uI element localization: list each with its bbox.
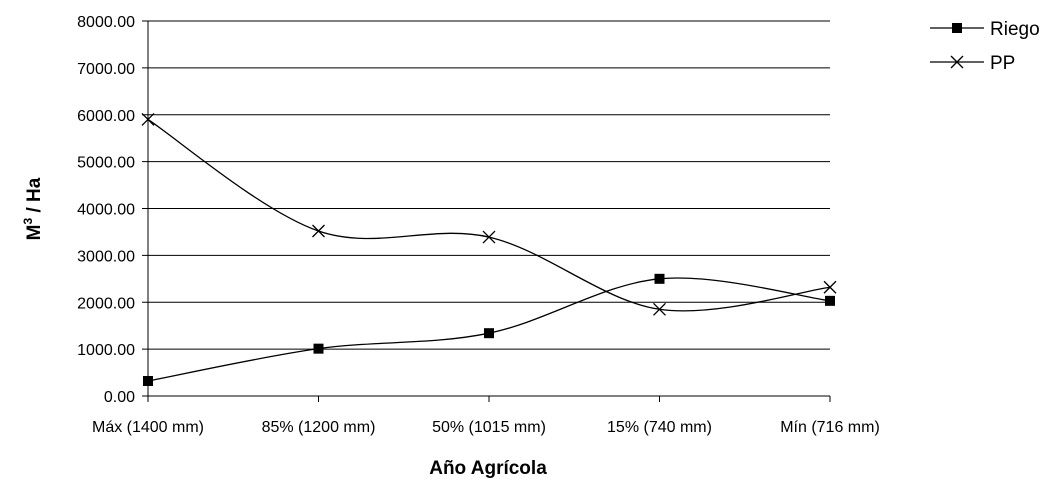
x-tick-label: 85% (1200 mm) bbox=[262, 419, 376, 436]
data-point-riego bbox=[825, 295, 835, 306]
y-tick-label: 4000.00 bbox=[77, 202, 135, 219]
y-axis-title-rest: / Ha bbox=[24, 177, 45, 218]
x-axis-title: Año Agrícola bbox=[429, 458, 547, 479]
y-tick-label: 7000.00 bbox=[77, 61, 135, 78]
data-point-pp bbox=[312, 224, 325, 238]
data-point-riego bbox=[313, 343, 324, 354]
marker-stroke bbox=[141, 112, 155, 126]
legend-item-riego: Riego bbox=[930, 19, 1040, 40]
series-lines bbox=[147, 118, 831, 382]
y-tick-label: 5000.00 bbox=[77, 155, 135, 172]
legend-item-pp: PP bbox=[930, 53, 1015, 74]
legend: Riego PP bbox=[930, 19, 1040, 74]
legend-label: PP bbox=[990, 53, 1015, 74]
data-point-pp bbox=[141, 112, 155, 126]
data-point-riego bbox=[654, 273, 665, 284]
legend-marker bbox=[952, 23, 962, 33]
y-tick-label: 1000.00 bbox=[77, 342, 135, 359]
x-tick-label: 15% (740 mm) bbox=[607, 419, 712, 436]
marker-stroke bbox=[653, 302, 666, 316]
y-tick-label: 3000.00 bbox=[77, 248, 135, 265]
data-point-pp bbox=[823, 280, 837, 294]
y-tick-label: 0.00 bbox=[104, 389, 135, 406]
marker-stroke bbox=[823, 280, 837, 294]
x-tick-label: Máx (1400 mm) bbox=[92, 419, 204, 436]
y-tick-label: 8000.00 bbox=[77, 14, 135, 31]
y-axis-ticks: 0.00 1000.00 2000.00 3000.00 4000.00 5000.00 6… bbox=[77, 14, 148, 406]
y-axis-title-superscript: 3 bbox=[21, 217, 35, 224]
y-axis-title-main: M bbox=[24, 224, 45, 240]
marker-stroke bbox=[482, 230, 496, 244]
x-tick-label: 50% (1015 mm) bbox=[432, 419, 546, 436]
legend-label: Riego bbox=[990, 19, 1040, 40]
gridlines bbox=[148, 20, 830, 350]
data-point-riego bbox=[484, 328, 494, 339]
marker-stroke bbox=[950, 55, 964, 69]
x-axis-ticks: Máx (1400 mm) 85% (1200 mm) 50% (1015 mm) 1… bbox=[92, 396, 880, 436]
data-point-pp bbox=[482, 230, 496, 244]
y-axis-title: M3 / Ha bbox=[21, 177, 45, 240]
series-markers bbox=[141, 112, 837, 386]
legend-marker bbox=[950, 55, 964, 69]
y-tick-label: 6000.00 bbox=[77, 108, 135, 125]
marker-stroke bbox=[312, 224, 325, 238]
data-point-pp bbox=[653, 302, 666, 316]
data-point-riego bbox=[143, 376, 153, 386]
x-tick-label: Mín (716 mm) bbox=[780, 419, 880, 436]
y-tick-label: 2000.00 bbox=[77, 295, 135, 312]
